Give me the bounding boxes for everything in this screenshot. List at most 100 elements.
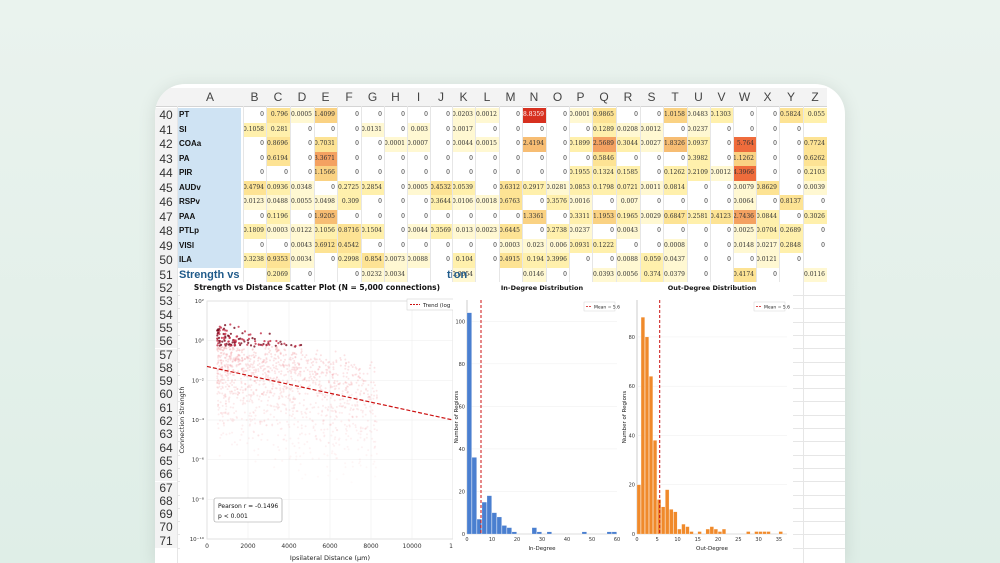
- matrix-cell[interactable]: 0.1056: [314, 224, 337, 239]
- matrix-cell[interactable]: 0.0488: [266, 195, 290, 210]
- column-header-y[interactable]: Y: [779, 88, 803, 107]
- matrix-cell[interactable]: 0.0015: [475, 137, 499, 152]
- matrix-cell[interactable]: 0.0043: [616, 224, 640, 239]
- matrix-cell[interactable]: 8.8359: [522, 108, 546, 123]
- row-header-44[interactable]: 44: [155, 166, 178, 181]
- matrix-cell[interactable]: 0.0116: [803, 267, 827, 282]
- matrix-cell[interactable]: 1.3361: [522, 209, 546, 224]
- row-header-64[interactable]: 64: [155, 441, 178, 455]
- matrix-cell[interactable]: 0: [469, 212, 473, 220]
- matrix-cell[interactable]: 0.059: [640, 253, 663, 268]
- matrix-cell[interactable]: 0: [540, 154, 544, 162]
- matrix-cell[interactable]: 0.2069: [266, 267, 290, 282]
- row-label-coaa[interactable]: COAa: [177, 137, 241, 152]
- matrix-cell[interactable]: 0: [355, 111, 359, 118]
- matrix-cell[interactable]: 0: [401, 227, 405, 234]
- matrix-cell[interactable]: 0.0237: [569, 224, 592, 239]
- matrix-cell[interactable]: 0.6847: [663, 209, 687, 224]
- matrix-cell[interactable]: 0: [610, 256, 614, 263]
- matrix-cell[interactable]: 0.1585: [616, 166, 640, 181]
- matrix-cell[interactable]: 0.0936: [266, 180, 290, 195]
- matrix-cell[interactable]: 0.0079: [733, 180, 756, 195]
- column-header-e[interactable]: E: [314, 88, 337, 107]
- matrix-cell[interactable]: 0: [727, 256, 731, 263]
- row-header-70[interactable]: 70: [155, 521, 178, 535]
- matrix-cell[interactable]: 0: [401, 183, 405, 191]
- matrix-cell[interactable]: 0.0025: [733, 224, 756, 239]
- matrix-cell[interactable]: 0.2917: [522, 180, 546, 195]
- column-header-o[interactable]: O: [546, 88, 569, 107]
- matrix-cell[interactable]: 0.0123: [243, 195, 266, 210]
- matrix-cell[interactable]: 0: [750, 256, 754, 263]
- matrix-cell[interactable]: 0.796: [266, 108, 290, 123]
- matrix-cell[interactable]: 0.0044: [452, 137, 475, 152]
- matrix-cell[interactable]: 0: [797, 169, 801, 176]
- matrix-cell[interactable]: 0.1196: [266, 209, 290, 224]
- matrix-cell[interactable]: 0: [446, 169, 450, 176]
- matrix-cell[interactable]: 1.1953: [592, 209, 616, 224]
- matrix-cell[interactable]: 0.1798: [592, 180, 616, 195]
- matrix-cell[interactable]: 5.764: [733, 137, 756, 152]
- column-header-f[interactable]: F: [337, 88, 361, 107]
- column-header-z[interactable]: Z: [803, 88, 827, 107]
- matrix-cell[interactable]: 0.0088: [616, 253, 640, 268]
- matrix-cell[interactable]: 0.0121: [756, 253, 779, 268]
- matrix-cell[interactable]: 0: [563, 111, 567, 118]
- matrix-cell[interactable]: 0: [308, 270, 312, 278]
- row-header-54[interactable]: 54: [155, 308, 178, 322]
- matrix-cell[interactable]: 0: [493, 212, 497, 220]
- row-header-67[interactable]: 67: [155, 481, 178, 495]
- matrix-cell[interactable]: 0.854: [361, 253, 384, 268]
- matrix-cell[interactable]: 1.0158: [663, 108, 687, 123]
- matrix-cell[interactable]: 0: [727, 154, 731, 162]
- matrix-cell[interactable]: 1.8326: [663, 137, 687, 152]
- matrix-cell[interactable]: 0: [681, 198, 685, 205]
- matrix-cell[interactable]: 0.055: [803, 108, 827, 123]
- matrix-cell[interactable]: 0.0208: [616, 122, 640, 137]
- column-header-h[interactable]: H: [384, 88, 407, 107]
- matrix-cell[interactable]: 2.4194: [522, 137, 546, 152]
- matrix-cell[interactable]: 0.0122: [290, 224, 314, 239]
- column-header-k[interactable]: K: [452, 88, 475, 107]
- matrix-cell[interactable]: 0: [355, 270, 359, 278]
- row-header-59[interactable]: 59: [155, 374, 178, 389]
- matrix-cell[interactable]: 0: [773, 140, 777, 147]
- matrix-cell[interactable]: 0: [355, 154, 359, 162]
- matrix-cell[interactable]: 0.0018: [475, 195, 499, 210]
- matrix-cell[interactable]: 0: [378, 111, 382, 118]
- matrix-cell[interactable]: 0.0148: [733, 238, 756, 253]
- matrix-cell[interactable]: 0.0055: [290, 195, 314, 210]
- matrix-cell[interactable]: 0: [355, 125, 359, 133]
- matrix-cell[interactable]: 0.0054: [452, 267, 475, 282]
- matrix-cell[interactable]: 0: [797, 140, 801, 147]
- matrix-cell[interactable]: 0.1504: [361, 224, 384, 239]
- matrix-cell[interactable]: 0: [355, 212, 359, 220]
- row-header-66[interactable]: 66: [155, 467, 178, 482]
- matrix-cell[interactable]: 0: [634, 154, 638, 162]
- matrix-cell[interactable]: 0: [727, 198, 731, 205]
- matrix-cell[interactable]: 0.0853: [569, 180, 592, 195]
- matrix-cell[interactable]: 1.9205: [314, 209, 337, 224]
- column-header-j[interactable]: J: [430, 88, 452, 107]
- matrix-cell[interactable]: [314, 268, 337, 283]
- matrix-cell[interactable]: 0.9865: [592, 108, 616, 123]
- matrix-cell[interactable]: 0.0023: [475, 224, 499, 239]
- matrix-cell[interactable]: 0: [657, 154, 661, 162]
- matrix-cell[interactable]: 0: [563, 154, 567, 162]
- row-header-55[interactable]: 55: [155, 321, 178, 336]
- matrix-cell[interactable]: 0.0937: [687, 137, 710, 152]
- row-label-pir[interactable]: PIR: [177, 166, 241, 181]
- matrix-cell[interactable]: 0.0498: [314, 195, 337, 210]
- matrix-cell[interactable]: 0.0001: [384, 137, 407, 152]
- matrix-cell[interactable]: 0: [469, 241, 473, 249]
- matrix-cell[interactable]: 0: [797, 212, 801, 220]
- matrix-cell[interactable]: 4.3966: [733, 166, 756, 181]
- matrix-cell[interactable]: 0: [424, 241, 428, 249]
- column-header-c[interactable]: C: [266, 88, 290, 107]
- matrix-cell[interactable]: [499, 268, 522, 283]
- row-header-68[interactable]: 68: [155, 494, 178, 509]
- matrix-cell[interactable]: 0.0029: [640, 209, 663, 224]
- matrix-cell[interactable]: 0: [469, 169, 473, 176]
- matrix-cell[interactable]: 0.006: [546, 238, 569, 253]
- matrix-cell[interactable]: 0.1324: [592, 166, 616, 181]
